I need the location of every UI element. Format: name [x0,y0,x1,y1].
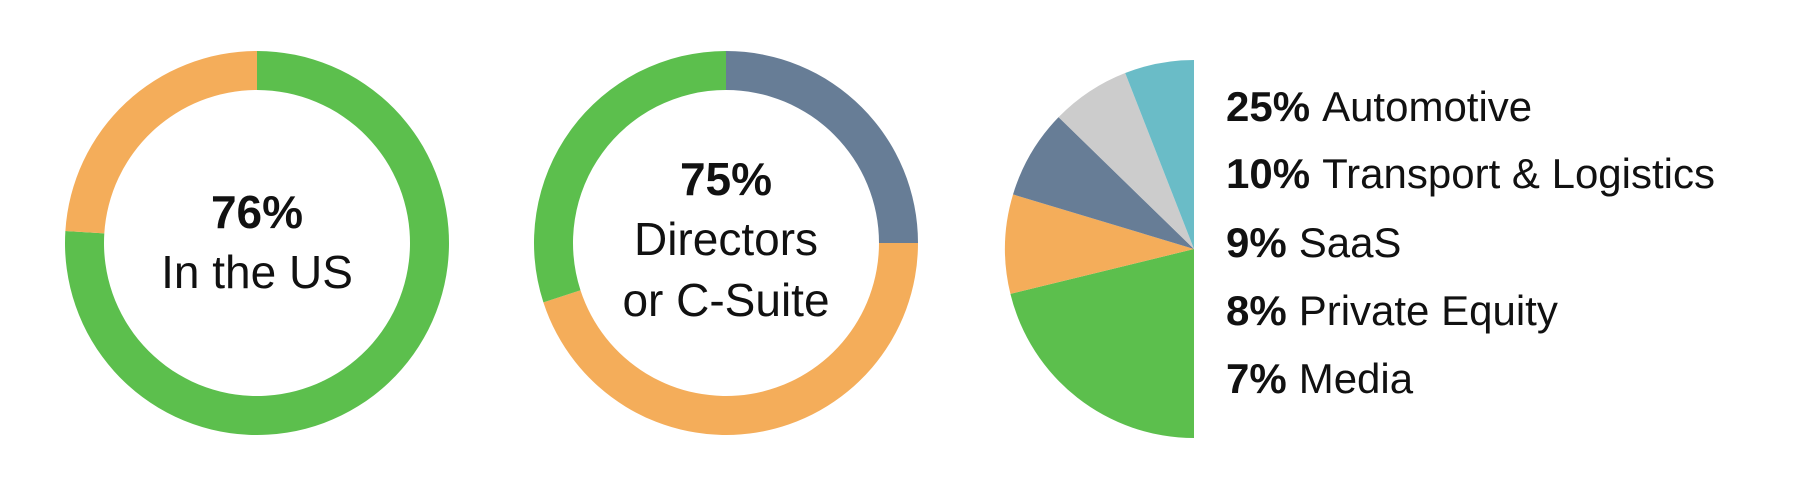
legend-entry: 10% Transport & Logistics [1226,150,1715,197]
legend-value: 7% [1226,355,1287,402]
legend-entry: 7% Media [1226,355,1414,402]
chart: 76% In the US [65,51,449,435]
center-value: 75% [680,153,772,205]
center-value: 76% [211,186,303,238]
center-label: or C-Suite [622,274,829,326]
pie-slice [1010,249,1194,438]
legend-label: Automotive [1322,83,1532,130]
legend-label: Transport & Logistics [1322,150,1715,197]
legend-value: 8% [1226,287,1287,334]
legend-entry: 9% SaaS [1226,219,1401,266]
center-label: In the US [161,246,353,298]
donut-segment [543,243,918,435]
chart: 75% Directors or C-Suite [534,51,918,435]
donut-segment [534,51,726,303]
donut-segment [65,51,257,234]
legend-entry: 8% Private Equity [1226,287,1558,334]
legend-value: 10% [1226,150,1310,197]
pie-slice [1005,194,1194,294]
legend-value: 25% [1226,83,1310,130]
donut-segment [726,51,918,243]
pie-slice [1013,117,1194,249]
legend-label: Media [1299,355,1414,402]
legend-label: SaaS [1299,219,1402,266]
pie-slice [1058,72,1194,249]
legend-value: 9% [1226,219,1287,266]
pie-slice [1125,60,1194,249]
center-label: Directors [634,213,818,265]
legend-label: Private Equity [1299,287,1558,334]
legend-entry: 25% Automotive [1226,83,1532,130]
chart: 25% Automotive 10% Transport & Logistics 9% S… [1005,60,1715,438]
